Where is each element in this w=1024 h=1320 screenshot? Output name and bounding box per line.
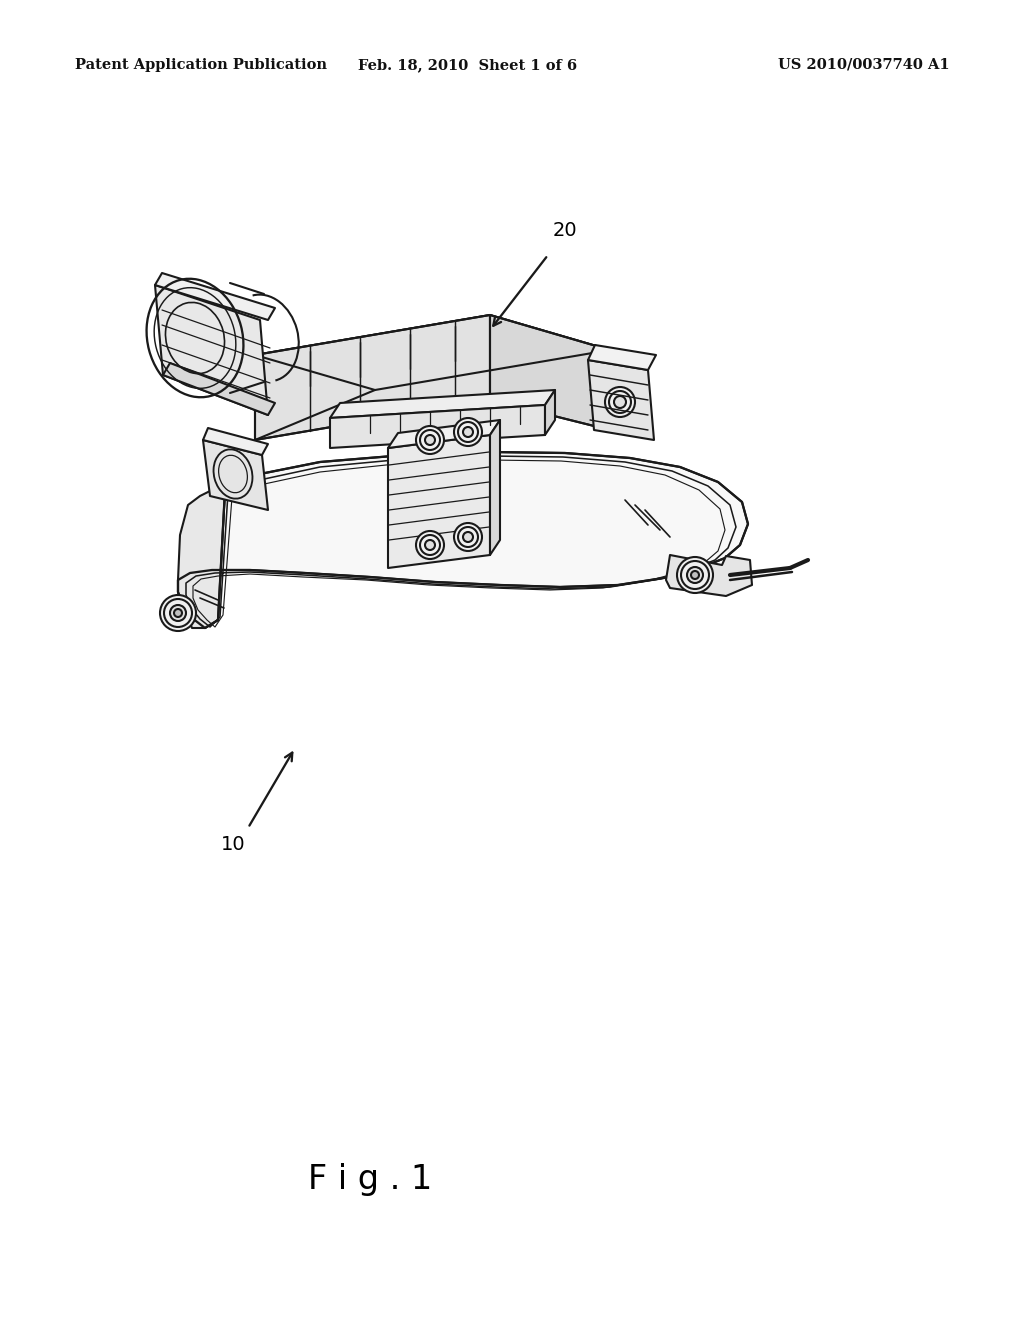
Circle shape <box>458 527 478 546</box>
Circle shape <box>458 422 478 442</box>
Polygon shape <box>490 315 610 430</box>
Circle shape <box>605 387 635 417</box>
Polygon shape <box>203 440 268 510</box>
Polygon shape <box>388 420 500 447</box>
Polygon shape <box>588 345 656 370</box>
Polygon shape <box>163 363 275 414</box>
Text: Patent Application Publication: Patent Application Publication <box>75 58 327 73</box>
Polygon shape <box>330 389 555 418</box>
Polygon shape <box>388 436 490 568</box>
Circle shape <box>463 426 473 437</box>
Polygon shape <box>588 360 654 440</box>
Circle shape <box>170 605 186 620</box>
Text: 20: 20 <box>553 220 578 239</box>
Polygon shape <box>155 273 275 319</box>
Circle shape <box>416 426 444 454</box>
Polygon shape <box>155 285 268 414</box>
Circle shape <box>416 531 444 558</box>
Polygon shape <box>490 420 500 554</box>
Circle shape <box>454 523 482 550</box>
Circle shape <box>164 599 193 627</box>
Circle shape <box>681 561 709 589</box>
Circle shape <box>677 557 713 593</box>
Polygon shape <box>178 451 748 628</box>
Polygon shape <box>255 315 610 389</box>
Circle shape <box>425 540 435 550</box>
Circle shape <box>609 391 631 413</box>
Text: 10: 10 <box>221 836 246 854</box>
Polygon shape <box>666 554 752 597</box>
Circle shape <box>174 609 182 616</box>
Circle shape <box>454 418 482 446</box>
Circle shape <box>160 595 196 631</box>
Circle shape <box>614 396 626 408</box>
Text: US 2010/0037740 A1: US 2010/0037740 A1 <box>778 58 950 73</box>
Polygon shape <box>178 490 225 628</box>
Polygon shape <box>255 315 490 440</box>
Polygon shape <box>545 389 555 436</box>
Text: F i g . 1: F i g . 1 <box>308 1163 432 1196</box>
Polygon shape <box>203 428 268 455</box>
Circle shape <box>463 532 473 543</box>
Circle shape <box>691 572 699 579</box>
Polygon shape <box>330 405 545 447</box>
Circle shape <box>425 436 435 445</box>
Circle shape <box>687 568 703 583</box>
Circle shape <box>420 430 440 450</box>
Circle shape <box>420 535 440 554</box>
Text: Feb. 18, 2010  Sheet 1 of 6: Feb. 18, 2010 Sheet 1 of 6 <box>358 58 578 73</box>
